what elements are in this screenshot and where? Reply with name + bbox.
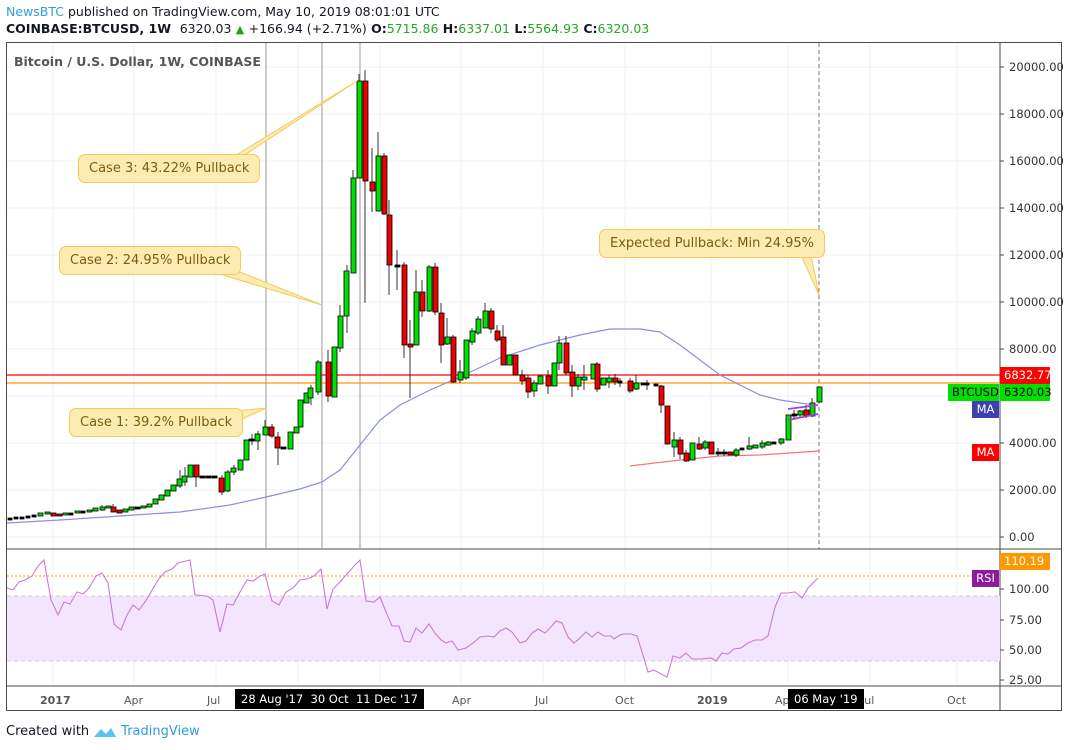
svg-text:Jul: Jul [860,694,874,707]
chart-frame[interactable] [6,42,1062,711]
svg-text:Ap: Ap [775,694,790,707]
price-label-red: 6832.77 [1000,367,1052,384]
open-value: 5715.86 [386,21,439,36]
last-price: 6320.03 [179,21,232,36]
svg-text:50.00: 50.00 [1009,643,1042,657]
channel-bottom-line [787,413,819,421]
time-axis-labels: 2017 Apr Jul Apr Jul Oct 2019 Ap Jul Oct [40,694,967,707]
publisher-name[interactable]: NewsBTC [6,4,64,19]
high-value: 6337.01 [458,21,510,36]
svg-text:16000.00: 16000.00 [1009,154,1064,168]
svg-text:10000.00: 10000.00 [1009,295,1064,309]
rsi-value-label: 110.19 [1000,553,1050,570]
tradingview-logo-icon [94,727,117,737]
publish-info: NewsBTC published on TradingView.com, Ma… [6,4,440,19]
svg-text:20000.00: 20000.00 [1009,60,1064,74]
footer: Created with TradingView [6,724,200,739]
rsi-line [6,558,819,678]
close-label: C: [583,21,598,36]
svg-text:8000.00: 8000.00 [1009,342,1057,356]
grid-lines [7,43,1000,685]
published-text: published on TradingView.com, May 10, 20… [67,4,440,19]
price-label-last: 6320.03 [1000,384,1052,401]
ma-blue-line [6,328,816,524]
chart-title: Bitcoin / U.S. Dollar, 1W, COINBASE [14,54,261,69]
tradingview-link[interactable]: TradingView [121,724,200,739]
annotation-case-3[interactable]: Case 3: 43.22% Pullback [78,154,261,183]
price-change: +166.94 (+2.71%) [248,21,367,36]
symbol-ohlc-bar: COINBASE:BTCUSD, 1W 6320.03 ▲ +166.94 (+… [6,21,649,36]
svg-text:0.00: 0.00 [1009,530,1035,544]
svg-text:25.00: 25.00 [1009,673,1042,687]
date-marker-group: 28 Aug '17 30 Oct 11 Dec '17 [235,689,424,709]
svg-text:Jul: Jul [534,694,548,707]
svg-text:100.00: 100.00 [1009,582,1049,596]
channel-top-line [787,404,819,410]
symbol-label: COINBASE:BTCUSD, 1W [6,21,171,36]
svg-text:75.00: 75.00 [1009,613,1042,627]
date-marker-current: 06 May '19 [788,689,864,709]
annotation-expected-pullback[interactable]: Expected Pullback: Min 24.95% [599,229,826,258]
price-axis-labels: 20000.00 18000.00 16000.00 14000.00 12000.… [1009,60,1064,687]
low-value: 5564.93 [527,21,579,36]
svg-text:Apr: Apr [124,694,144,707]
annotation-case-2[interactable]: Case 2: 24.95% Pullback [59,246,242,275]
up-arrow-icon: ▲ [235,23,245,36]
low-label: L: [514,21,528,36]
svg-text:Oct: Oct [947,694,967,707]
rsi-band [7,596,1000,661]
svg-text:2019: 2019 [697,694,728,707]
high-label: H: [442,21,459,36]
open-label: O: [371,21,387,36]
created-with-text: Created with [6,724,90,739]
ma-blue-tag: MA [972,401,999,418]
svg-text:2000.00: 2000.00 [1009,483,1057,497]
svg-text:14000.00: 14000.00 [1009,201,1064,215]
svg-text:12000.00: 12000.00 [1009,248,1064,262]
svg-text:Oct: Oct [615,694,635,707]
rsi-tag: RSI [972,570,999,587]
symbol-tag: BTCUSD [948,384,999,401]
ma-red-tag: MA [972,444,999,461]
svg-text:18000.00: 18000.00 [1009,107,1064,121]
svg-text:2017: 2017 [40,694,71,707]
candles [7,70,823,521]
svg-text:Apr: Apr [452,694,472,707]
svg-text:Jul: Jul [206,694,220,707]
ma-red-line [629,450,820,467]
svg-text:4000.00: 4000.00 [1009,436,1057,450]
annotation-case-1[interactable]: Case 1: 39.2% Pullback [69,408,244,437]
close-value: 6320.03 [597,21,650,36]
price-axis-ticks [1000,66,1004,681]
